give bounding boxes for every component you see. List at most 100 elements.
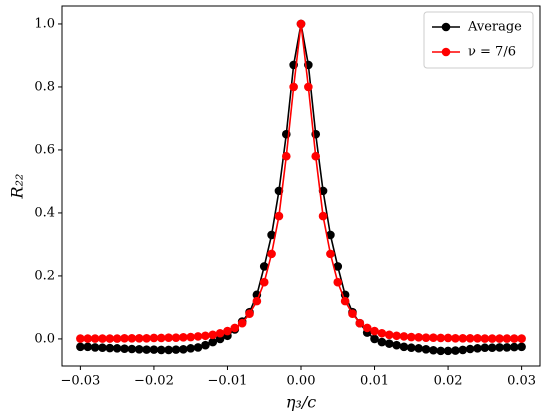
data-point bbox=[171, 333, 181, 342]
legend-label: ν = 7/6 bbox=[468, 45, 516, 60]
data-point bbox=[421, 345, 431, 354]
data-point bbox=[340, 296, 350, 306]
data-point bbox=[407, 343, 416, 353]
data-point bbox=[517, 342, 526, 352]
y-tick-label: 0.2 bbox=[34, 268, 55, 283]
data-point bbox=[208, 337, 218, 347]
data-point bbox=[465, 344, 475, 354]
data-point bbox=[281, 151, 291, 161]
data-point bbox=[149, 333, 159, 343]
y-axis-label: R₂₂ bbox=[8, 174, 27, 200]
data-point bbox=[348, 309, 357, 319]
data-point bbox=[83, 334, 93, 343]
data-point bbox=[142, 345, 151, 354]
x-tick-label: −0.01 bbox=[208, 374, 248, 389]
data-point bbox=[487, 334, 497, 343]
data-point bbox=[502, 343, 512, 352]
data-point bbox=[186, 344, 195, 353]
data-point bbox=[179, 345, 188, 354]
x-axis-label: η₃/c bbox=[286, 393, 316, 412]
data-point bbox=[149, 345, 159, 354]
x-tick-label: 0.00 bbox=[287, 374, 316, 389]
data-point bbox=[429, 333, 438, 342]
data-point bbox=[267, 249, 276, 259]
data-point bbox=[495, 343, 504, 352]
data-point bbox=[392, 331, 401, 341]
data-point bbox=[318, 211, 328, 221]
data-point bbox=[98, 334, 107, 343]
data-point bbox=[399, 342, 409, 352]
y-tick-label: 0.0 bbox=[34, 331, 55, 346]
data-point bbox=[509, 342, 519, 352]
data-point bbox=[414, 344, 423, 353]
data-point bbox=[267, 230, 276, 240]
data-point bbox=[311, 151, 321, 161]
data-point bbox=[134, 333, 144, 343]
data-point bbox=[465, 333, 475, 343]
data-point bbox=[384, 339, 394, 348]
data-point bbox=[326, 249, 335, 259]
y-tick-label: 0.4 bbox=[34, 205, 55, 220]
data-point bbox=[90, 343, 100, 352]
data-point bbox=[480, 334, 490, 343]
data-point bbox=[362, 323, 372, 333]
data-point bbox=[259, 277, 269, 287]
data-point bbox=[326, 230, 335, 240]
data-point bbox=[304, 82, 313, 92]
data-point bbox=[495, 334, 504, 343]
data-point bbox=[164, 345, 173, 355]
data-point bbox=[120, 344, 129, 353]
data-point bbox=[120, 333, 129, 343]
y-tick-label: 1.0 bbox=[34, 16, 55, 31]
data-point bbox=[274, 211, 284, 221]
legend-label: Average bbox=[467, 20, 522, 35]
x-tick-label: 0.03 bbox=[507, 374, 536, 389]
data-point bbox=[370, 334, 379, 344]
data-point bbox=[156, 345, 166, 355]
x-tick-label: −0.02 bbox=[134, 374, 174, 389]
data-point bbox=[458, 345, 468, 355]
data-point bbox=[164, 333, 173, 342]
data-point bbox=[370, 326, 379, 336]
data-point bbox=[112, 334, 122, 343]
data-point bbox=[451, 333, 460, 343]
y-tick-label: 0.6 bbox=[34, 142, 55, 157]
x-tick-label: 0.02 bbox=[434, 374, 463, 389]
x-tick-label: 0.01 bbox=[360, 374, 389, 389]
data-point bbox=[134, 345, 144, 354]
data-point bbox=[105, 334, 115, 343]
data-point bbox=[480, 343, 490, 353]
data-point bbox=[208, 330, 218, 340]
data-point bbox=[502, 334, 512, 343]
data-point bbox=[333, 277, 343, 287]
series-line bbox=[80, 23, 522, 340]
legend-box bbox=[423, 11, 534, 69]
series-line bbox=[80, 23, 522, 352]
data-point bbox=[259, 262, 269, 271]
data-point bbox=[90, 334, 100, 343]
data-point bbox=[509, 334, 519, 343]
data-point bbox=[377, 328, 387, 338]
data-point bbox=[245, 309, 254, 319]
data-point bbox=[289, 82, 298, 92]
data-point bbox=[429, 345, 438, 355]
data-point bbox=[156, 333, 166, 343]
data-point bbox=[83, 342, 93, 352]
data-point bbox=[296, 19, 306, 29]
data-point bbox=[186, 332, 195, 342]
data-point bbox=[179, 333, 188, 342]
data-point bbox=[127, 333, 137, 343]
legend-marker bbox=[441, 47, 451, 57]
data-point bbox=[223, 326, 232, 336]
y-tick-label: 0.8 bbox=[34, 79, 55, 94]
data-point bbox=[76, 334, 85, 343]
data-point bbox=[98, 343, 107, 353]
data-point bbox=[436, 346, 446, 356]
data-point bbox=[414, 333, 423, 342]
data-point bbox=[451, 346, 460, 355]
data-point bbox=[443, 333, 453, 343]
legend-marker bbox=[441, 22, 451, 32]
data-point bbox=[193, 332, 203, 341]
data-point bbox=[517, 334, 526, 343]
